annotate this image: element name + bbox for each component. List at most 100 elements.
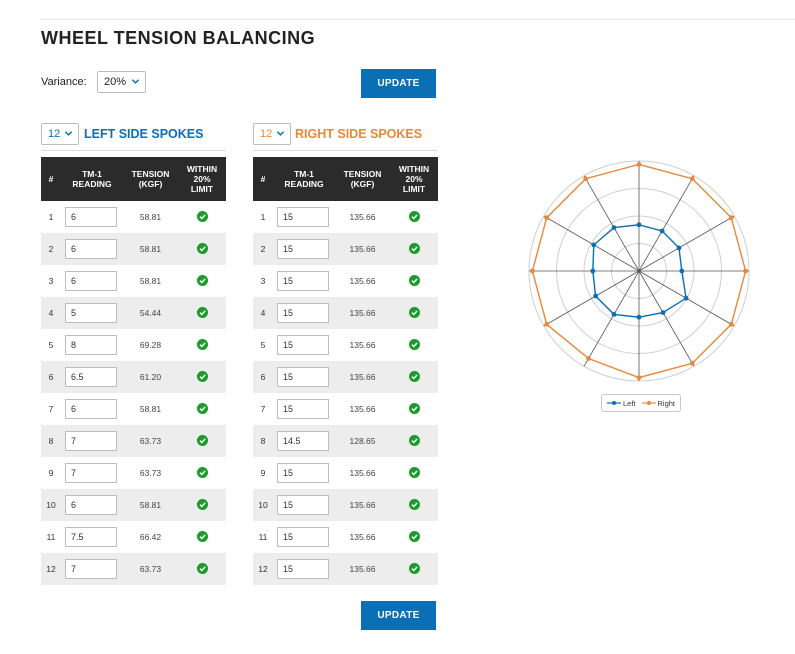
tm1-reading-input[interactable] bbox=[277, 495, 329, 515]
table-row: 1 135.66 bbox=[253, 201, 438, 233]
radar-axis-3 bbox=[638, 215, 735, 272]
spoke-number: 2 bbox=[253, 233, 273, 265]
variance-value: 20% bbox=[104, 76, 127, 88]
right-count-value: 12 bbox=[260, 128, 273, 140]
check-circle-icon bbox=[196, 434, 208, 446]
tm1-reading-input[interactable] bbox=[65, 463, 117, 483]
tm1-reading-input[interactable] bbox=[277, 335, 329, 355]
tm1-reading-input[interactable] bbox=[65, 527, 117, 547]
radar-axis-2 bbox=[638, 175, 695, 272]
tension-value: 135.66 bbox=[335, 329, 390, 361]
within-limit-cell bbox=[178, 329, 226, 361]
check-circle-icon bbox=[408, 562, 420, 574]
spoke-number: 12 bbox=[41, 553, 61, 585]
tm1-reading-input[interactable] bbox=[277, 271, 329, 291]
data-point-left-3 bbox=[676, 245, 682, 251]
chart-legend[interactable]: Left Right bbox=[601, 394, 681, 412]
tm1-reading-input[interactable] bbox=[277, 527, 329, 547]
tm1-reading-input[interactable] bbox=[277, 431, 329, 451]
tm1-reading-input[interactable] bbox=[277, 399, 329, 419]
check-circle-icon bbox=[196, 562, 208, 574]
reading-cell bbox=[273, 297, 335, 329]
within-limit-cell bbox=[390, 553, 438, 585]
legend-item-right[interactable]: Right bbox=[641, 399, 675, 408]
within-limit-cell bbox=[390, 393, 438, 425]
tm1-reading-input[interactable] bbox=[65, 431, 117, 451]
left-side-heading: LEFT SIDE SPOKES bbox=[84, 127, 204, 141]
tm1-reading-input[interactable] bbox=[65, 367, 117, 387]
tm1-reading-input[interactable] bbox=[65, 399, 117, 419]
tm1-reading-input[interactable] bbox=[277, 463, 329, 483]
reading-cell bbox=[273, 457, 335, 489]
reading-cell bbox=[273, 553, 335, 585]
spoke-number: 1 bbox=[41, 201, 61, 233]
tension-value: 135.66 bbox=[335, 489, 390, 521]
tm1-reading-input[interactable] bbox=[65, 335, 117, 355]
tm1-reading-input[interactable] bbox=[277, 207, 329, 227]
within-limit-cell bbox=[178, 393, 226, 425]
col-header-num: # bbox=[253, 157, 273, 201]
tm1-reading-input[interactable] bbox=[65, 303, 117, 323]
within-limit-cell bbox=[390, 361, 438, 393]
data-point-right-12 bbox=[583, 176, 589, 182]
check-circle-icon bbox=[196, 402, 208, 414]
spoke-number: 11 bbox=[253, 521, 273, 553]
reading-cell bbox=[61, 201, 123, 233]
tm1-reading-input[interactable] bbox=[277, 303, 329, 323]
within-limit-cell bbox=[390, 329, 438, 361]
data-point-right-6 bbox=[689, 360, 695, 366]
within-limit-cell bbox=[178, 361, 226, 393]
tension-value: 61.20 bbox=[123, 361, 178, 393]
tension-value: 135.66 bbox=[335, 521, 390, 553]
check-circle-icon bbox=[408, 210, 420, 222]
spoke-number: 4 bbox=[41, 297, 61, 329]
reading-cell bbox=[61, 361, 123, 393]
col-header-tension: TENSION (KGF) bbox=[335, 157, 390, 201]
data-point-left-10 bbox=[590, 268, 596, 274]
update-button-top[interactable]: UPDATE bbox=[361, 69, 436, 98]
variance-select[interactable]: 20% bbox=[97, 71, 146, 93]
tm1-reading-input[interactable] bbox=[277, 367, 329, 387]
table-row: 9 135.66 bbox=[253, 457, 438, 489]
reading-cell bbox=[273, 265, 335, 297]
left-count-select[interactable]: 12 bbox=[41, 123, 79, 145]
reading-cell bbox=[61, 297, 123, 329]
tension-value: 128.65 bbox=[335, 425, 390, 457]
table-row: 12 63.73 bbox=[41, 553, 226, 585]
right-side-heading: RIGHT SIDE SPOKES bbox=[295, 127, 423, 141]
tm1-reading-input[interactable] bbox=[65, 559, 117, 579]
update-button-bottom[interactable]: UPDATE bbox=[361, 601, 436, 630]
reading-cell bbox=[273, 393, 335, 425]
right-count-select[interactable]: 12 bbox=[253, 123, 291, 145]
data-point-right-11 bbox=[544, 215, 550, 221]
tension-value: 69.28 bbox=[123, 329, 178, 361]
tension-value: 63.73 bbox=[123, 553, 178, 585]
tension-value: 58.81 bbox=[123, 233, 178, 265]
tm1-reading-input[interactable] bbox=[277, 239, 329, 259]
tension-value: 135.66 bbox=[335, 457, 390, 489]
tension-value: 58.81 bbox=[123, 265, 178, 297]
chevron-down-icon bbox=[276, 131, 285, 136]
data-point-left-4 bbox=[679, 268, 685, 274]
tm1-reading-input[interactable] bbox=[65, 495, 117, 515]
reading-cell bbox=[61, 265, 123, 297]
tm1-reading-input[interactable] bbox=[65, 271, 117, 291]
tension-value: 66.42 bbox=[123, 521, 178, 553]
check-circle-icon bbox=[196, 370, 208, 382]
table-row: 258.81 bbox=[41, 233, 226, 265]
check-circle-icon bbox=[196, 242, 208, 254]
check-circle-icon bbox=[408, 370, 420, 382]
check-circle-icon bbox=[196, 530, 208, 542]
tm1-reading-input[interactable] bbox=[65, 239, 117, 259]
spoke-number: 4 bbox=[253, 297, 273, 329]
check-circle-icon bbox=[408, 338, 420, 350]
check-circle-icon bbox=[196, 338, 208, 350]
spoke-number: 3 bbox=[41, 265, 61, 297]
chevron-down-icon bbox=[131, 79, 140, 84]
table-row: 7 135.66 bbox=[253, 393, 438, 425]
tm1-reading-input[interactable] bbox=[277, 559, 329, 579]
data-point-left-7 bbox=[636, 314, 642, 320]
legend-item-left[interactable]: Left bbox=[606, 399, 636, 408]
tm1-reading-input[interactable] bbox=[65, 207, 117, 227]
check-circle-icon bbox=[408, 274, 420, 286]
